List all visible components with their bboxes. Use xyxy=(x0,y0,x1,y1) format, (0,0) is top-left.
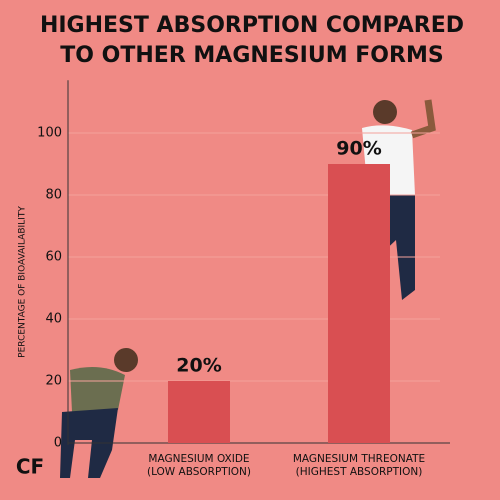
chart-title: HIGHEST ABSORPTION COMPARED xyxy=(40,13,464,38)
x-tick-label: (LOW ABSORPTION) xyxy=(147,466,251,478)
y-tick-label: 0 xyxy=(54,436,62,451)
y-axis-label: PERCENTAGE OF BIOAVAILABILITY xyxy=(18,206,28,358)
y-tick-label: 60 xyxy=(45,250,62,265)
x-tick-label: MAGNESIUM OXIDE xyxy=(148,453,249,465)
y-tick-label: 80 xyxy=(45,188,62,203)
chart-title: TO OTHER MAGNESIUM FORMS xyxy=(60,43,443,68)
value-label: 90% xyxy=(336,138,381,160)
bar xyxy=(328,164,390,443)
y-tick-label: 20 xyxy=(45,374,62,389)
x-tick-label: (HIGHEST ABSORPTION) xyxy=(296,466,423,478)
value-label: 20% xyxy=(176,355,221,377)
y-tick-label: 100 xyxy=(37,126,62,141)
bar xyxy=(168,381,230,443)
x-tick-label: MAGNESIUM THREONATE xyxy=(293,453,425,465)
man-crouching xyxy=(60,348,138,478)
y-tick-label: 40 xyxy=(45,312,62,327)
logo: CF xyxy=(16,455,44,479)
logo-text: CF xyxy=(16,455,44,479)
